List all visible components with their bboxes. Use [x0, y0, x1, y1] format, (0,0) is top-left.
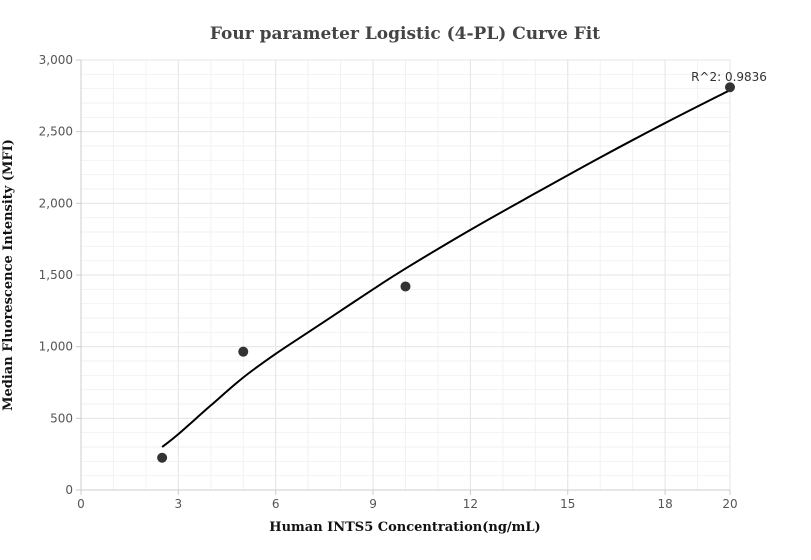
x-tick-label: 15 [560, 497, 575, 511]
chart-title: Four parameter Logistic (4-PL) Curve Fit [210, 24, 600, 44]
y-tick-label: 0 [65, 483, 73, 497]
data-point [157, 452, 168, 463]
y-tick-label: 3,000 [39, 53, 73, 67]
y-tick-label: 2,500 [39, 125, 73, 139]
x-axis-title: Human INTS5 Concentration(ng/mL) [269, 520, 540, 535]
fit-curve-line [161, 89, 731, 448]
grid [80, 59, 731, 491]
x-tick-label: 0 [77, 497, 85, 511]
y-axis-ticks: 0 500 1,000 1,500 2,000 2,500 3,000 [39, 53, 81, 497]
data-point [238, 346, 249, 357]
y-tick-label: 500 [50, 411, 73, 425]
x-tick-label: 9 [369, 497, 377, 511]
y-tick-label: 1,500 [39, 268, 73, 282]
data-point [400, 281, 411, 292]
x-tick-label: 12 [463, 497, 478, 511]
x-tick-label: 18 [657, 497, 672, 511]
x-tick-label: 6 [272, 497, 280, 511]
y-axis-title: Median Fluorescence Intensity (MFI) [1, 139, 16, 411]
x-axis-ticks: 0 3 6 9 12 15 18 20 [77, 490, 738, 511]
y-tick-label: 1,000 [39, 340, 73, 354]
data-point [725, 82, 735, 93]
y-tick-label: 2,000 [39, 196, 73, 210]
x-tick-label: 20 [722, 497, 737, 511]
data-points [157, 82, 735, 463]
r-squared-annotation: R^2: 0.9836 [691, 70, 767, 84]
x-tick-label: 3 [175, 497, 183, 511]
